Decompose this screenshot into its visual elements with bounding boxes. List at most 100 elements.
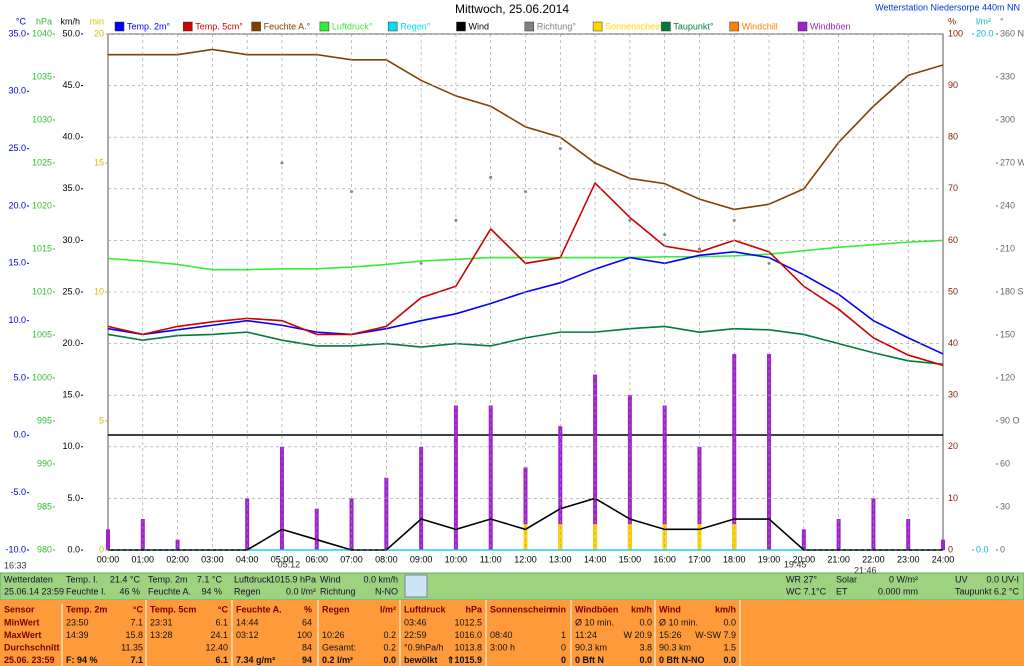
y-tick-label: 0.0: [976, 544, 989, 554]
legend-swatch: [183, 21, 193, 32]
bar: [871, 498, 876, 550]
status-text: Solar: [836, 574, 857, 584]
status-text: Temp. I.: [66, 574, 98, 584]
axis-unit: °C: [16, 16, 27, 26]
y-tick-label: 10: [94, 286, 104, 296]
table-cell: Gesamt:: [322, 642, 356, 652]
bar: [941, 539, 945, 550]
axis-unit: min: [89, 16, 104, 26]
table-cell: 22:59: [404, 630, 427, 640]
y-tick-label: 985: [37, 501, 52, 511]
x-tick-label: 18:00: [723, 554, 746, 564]
legend-swatch: [524, 21, 535, 32]
y-tick-label: 0: [99, 544, 104, 554]
y-tick-label: 35.0: [8, 28, 26, 38]
table-cell: 1013.8: [454, 642, 482, 652]
legend-swatch: [456, 21, 466, 32]
status-text: N-NO: [375, 586, 398, 596]
bar: [558, 524, 563, 550]
status-text: Regen: [234, 586, 261, 596]
x-tick-label: 06:00: [305, 554, 328, 564]
table-cell: W-SW 7.9: [695, 630, 736, 640]
table-cell: 100: [297, 630, 312, 640]
table-cell: ⇑1015.9: [447, 655, 482, 665]
legend-label: Regen°: [400, 21, 431, 31]
table-cell: MinWert: [4, 617, 39, 627]
table-header: min: [550, 604, 566, 614]
x-tick-label: 16:00: [653, 554, 676, 564]
table-cell: 13:28: [150, 630, 173, 640]
x-tick-label: 23:00: [897, 554, 920, 564]
table-header: Temp. 2m: [66, 604, 107, 614]
y-tick-label: 180 S: [1000, 286, 1024, 296]
x-tick-label: 20:00: [793, 554, 816, 564]
y-tick-label: 30.0: [62, 235, 80, 245]
table-header: Regen: [322, 604, 350, 614]
table-cell: 10:26: [322, 630, 345, 640]
y-tick-label: 5: [99, 415, 104, 425]
y-tick-label: 50.0: [62, 28, 80, 38]
y-tick-label: 5.0: [67, 493, 80, 503]
status-text: Temp. 2m: [148, 574, 188, 584]
bar: [697, 524, 702, 550]
table-cell: 15.8: [125, 630, 143, 640]
table-header: Temp. 5cm: [150, 604, 196, 614]
legend-label: Richtung°: [537, 21, 577, 31]
status-text: 46 %: [119, 586, 140, 596]
x-tick-label: 12:00: [514, 554, 537, 564]
y-tick-label: 330: [1000, 71, 1015, 81]
bar: [349, 498, 354, 550]
table-cell: 0.0: [383, 655, 396, 665]
status-text: 1015.9 hPa: [270, 574, 316, 584]
y-tick-label: 15: [94, 157, 104, 167]
chart-title: Mittwoch, 25.06.2014: [455, 2, 569, 16]
y-tick-label: 20.0: [62, 338, 80, 348]
y-tick-label: 40: [948, 338, 958, 348]
x-tick-label: 01:00: [132, 554, 155, 564]
legend-label: Taupunkt°: [673, 21, 714, 31]
table-header: %: [304, 604, 312, 614]
y-tick-label: 20.0: [8, 200, 26, 210]
y-tick-label: 980: [37, 544, 52, 554]
x-tick-label: 11:00: [480, 554, 502, 564]
bar: [558, 426, 563, 550]
bar: [767, 353, 772, 550]
table-cell: 24.1: [210, 630, 228, 640]
y-tick-label: 1040: [32, 28, 52, 38]
x-tick-label: 24:00: [932, 554, 955, 564]
table-cell: 0.0: [723, 617, 736, 627]
table-header: km/h: [631, 604, 652, 614]
y-tick-label: 0: [948, 544, 953, 554]
status-text: 0 W/m²: [889, 574, 918, 584]
x-tick-label: 17:00: [688, 554, 711, 564]
y-tick-label: 30.0: [8, 86, 26, 96]
table-header: Wind: [659, 604, 681, 614]
y-tick-label: 240: [1000, 200, 1015, 210]
y-tick-label: 35.0: [62, 183, 80, 193]
y-tick-label: 40.0: [62, 132, 80, 142]
axis-unit: %: [948, 16, 956, 26]
y-tick-label: -10.0: [5, 544, 26, 554]
y-tick-label: 360 N: [1000, 28, 1024, 38]
legend-label: Windchill: [742, 21, 778, 31]
legend-label: Luftdruck°: [332, 21, 373, 31]
y-tick-label: 10.0: [8, 315, 26, 325]
y-tick-label: 30: [948, 390, 958, 400]
y-tick-label: 70: [948, 183, 958, 193]
table-cell: Durchschnitt: [4, 642, 60, 652]
status-text: Wetterdaten: [4, 574, 53, 584]
x-tick-label: 00:00: [97, 554, 120, 564]
y-tick-label: 10: [948, 493, 958, 503]
bar: [662, 524, 667, 550]
y-tick-label: 45.0: [62, 80, 80, 90]
table-cell: 0.0: [639, 655, 652, 665]
bar: [732, 524, 737, 550]
y-tick-label: 300: [1000, 114, 1015, 124]
weather-icon: [404, 574, 428, 598]
status-text: 0.0 l/m²: [286, 586, 316, 596]
legend-swatch: [592, 21, 603, 32]
x-tick-label: 04:00: [236, 554, 259, 564]
bar: [732, 353, 737, 550]
table-cell: W 20.9: [623, 630, 652, 640]
